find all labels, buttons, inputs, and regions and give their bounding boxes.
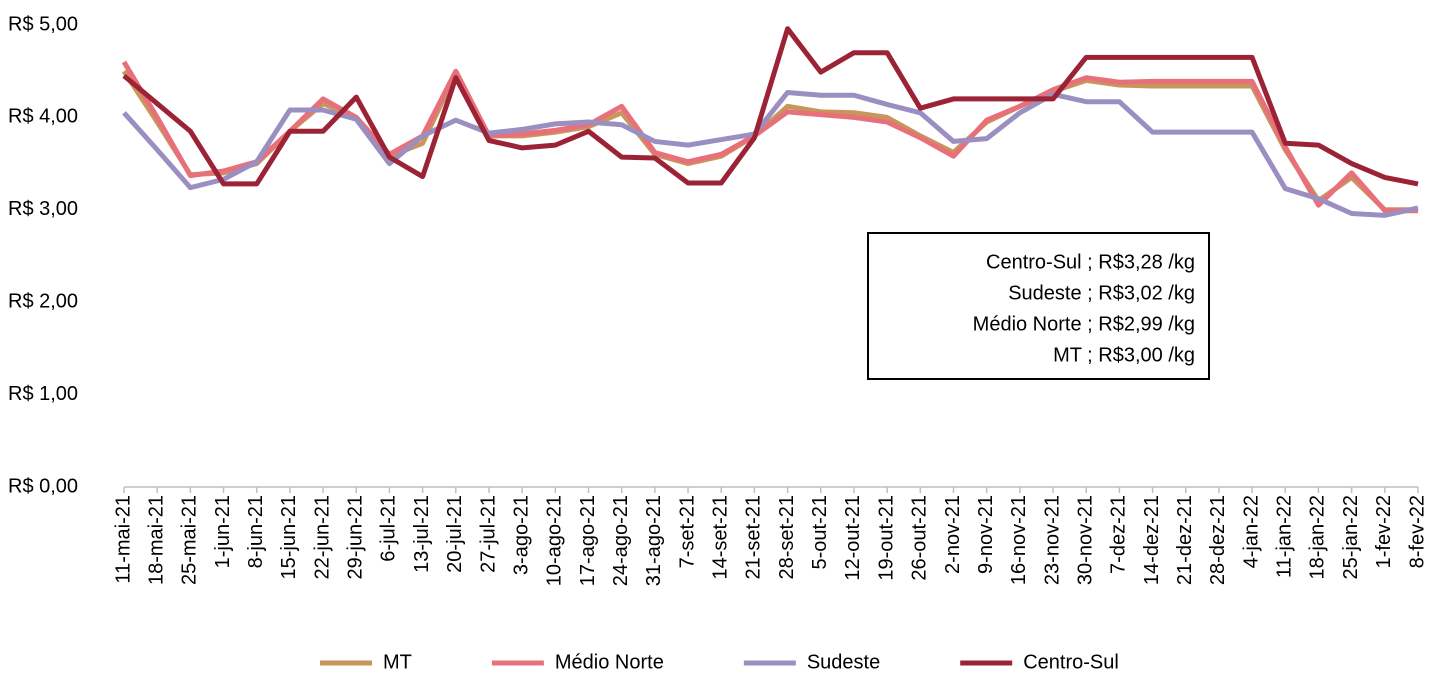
- x-tick-label: 7-dez-21: [1108, 495, 1130, 574]
- x-tick-label: 31-ago-21: [643, 495, 665, 586]
- x-tick-label: 12-out-21: [842, 495, 864, 581]
- series-line: [121, 69, 1418, 213]
- legend-label: Centro-Sul: [1023, 651, 1119, 673]
- x-tick-label: 28-dez-21: [1207, 495, 1229, 585]
- x-tick-label: 11-jan-22: [1274, 495, 1296, 578]
- x-tick-label: 24-ago-21: [610, 495, 632, 586]
- x-tick-label: 20-jul-21: [444, 495, 466, 573]
- x-tick-label: 21-dez-21: [1174, 495, 1196, 585]
- x-tick-label: 5-out-21: [809, 495, 831, 570]
- x-tick-label: 18-jan-22: [1307, 495, 1329, 580]
- annotation: Centro-Sul ; R$3,28 /kg: [986, 251, 1195, 273]
- x-tick-label: 6-jul-21: [378, 495, 400, 562]
- x-tick-label: 1-jun-21: [212, 495, 234, 568]
- series-line: [121, 60, 1418, 214]
- x-tick-label: 21-set-21: [743, 495, 765, 580]
- x-tick-label: 9-nov-21: [975, 495, 997, 574]
- x-tick-label: 14-set-21: [710, 495, 732, 580]
- x-tick-label: 1-fev-22: [1373, 495, 1395, 568]
- x-tick-label: 18-mai-21: [145, 495, 167, 585]
- x-tick-label: 13-jul-21: [411, 495, 433, 573]
- x-tick-label: 2-nov-21: [942, 495, 964, 574]
- x-tick-label: 29-jun-21: [345, 495, 367, 580]
- series-line: [122, 26, 1419, 187]
- x-tick-label: 14-dez-21: [1141, 495, 1163, 585]
- x-tick-label: 30-nov-21: [1074, 495, 1096, 585]
- x-tick-label: 8-jun-21: [245, 495, 267, 568]
- x-tick-label: 25-jan-22: [1340, 495, 1362, 580]
- x-tick-label: 23-nov-21: [1041, 495, 1063, 585]
- x-tick-label: 16-nov-21: [1008, 495, 1030, 585]
- y-tick-label: R$ 2,00: [8, 290, 78, 312]
- x-tick-label: 28-set-21: [776, 495, 798, 580]
- x-tick-label: 4-jan-22: [1240, 495, 1262, 568]
- annotation-box: [867, 232, 1210, 380]
- x-tick-label: 8-fev-22: [1406, 495, 1428, 568]
- x-tick-label: 17-ago-21: [577, 495, 599, 586]
- annotation: Médio Norte ; R$2,99 /kg: [973, 313, 1195, 335]
- annotation: MT ; R$3,00 /kg: [1053, 344, 1195, 366]
- x-tick-label: 19-out-21: [875, 495, 897, 581]
- x-tick-label: 15-jun-21: [278, 495, 300, 580]
- x-tick-label: 22-jun-21: [311, 495, 333, 580]
- y-tick-label: R$ 5,00: [8, 13, 78, 35]
- y-tick-label: R$ 0,00: [8, 475, 78, 497]
- legend-label: Médio Norte: [555, 651, 664, 673]
- x-tick-label: 3-ago-21: [510, 495, 532, 575]
- y-tick-label: R$ 4,00: [8, 106, 78, 128]
- y-tick-label: R$ 3,00: [8, 198, 78, 220]
- x-tick-label: 25-mai-21: [179, 495, 201, 585]
- legend-label: MT: [383, 651, 412, 673]
- x-tick-label: 7-set-21: [676, 495, 698, 568]
- x-tick-label: 27-jul-21: [477, 495, 499, 573]
- series-line: [122, 89, 1419, 218]
- annotation: Sudeste ; R$3,02 /kg: [1008, 282, 1195, 304]
- x-tick-label: 11-mai-21: [112, 495, 134, 584]
- x-tick-label: 10-ago-21: [544, 495, 566, 586]
- legend-label: Sudeste: [807, 651, 880, 673]
- y-tick-label: R$ 1,00: [8, 383, 78, 405]
- x-tick-label: 26-out-21: [909, 495, 931, 581]
